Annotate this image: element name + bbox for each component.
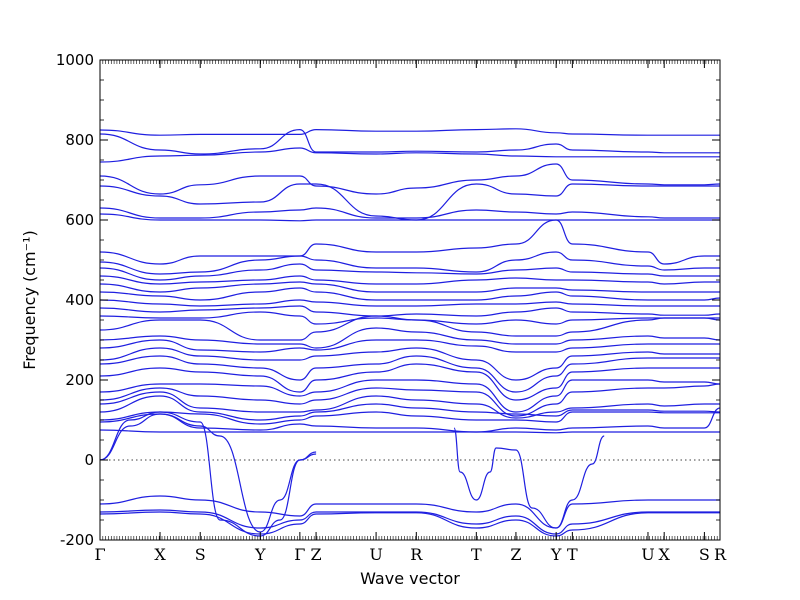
band-line-13 (99, 299, 720, 307)
x-tick-label: Z (510, 545, 521, 564)
band-line-6 (99, 213, 720, 222)
band-line-7 (99, 219, 720, 265)
band-line-8 (99, 251, 720, 275)
band-line-5 (99, 207, 720, 219)
band-line-11 (99, 281, 720, 293)
x-axis-label: Wave vector (360, 569, 460, 588)
y-tick-label: 200 (65, 371, 94, 389)
x-tick-label: X (658, 545, 670, 564)
x-tick-label: T (567, 545, 578, 564)
band-line-3 (99, 163, 721, 195)
x-tick-label: U (369, 545, 382, 564)
band-line-0 (99, 128, 720, 136)
band-line-17 (99, 327, 721, 349)
band-line-34 (99, 511, 720, 537)
x-tick-label: Γ (94, 545, 105, 564)
band-line-19 (99, 347, 720, 381)
band-line-2 (99, 147, 720, 163)
band-line-28 (99, 429, 720, 434)
band-line-24 (99, 391, 720, 419)
band-line-21 (99, 363, 720, 401)
band-line-22 (99, 379, 721, 413)
x-tick-label: S (195, 545, 206, 564)
x-tick-label: Z (311, 545, 322, 564)
x-tick-label: Γ (294, 545, 305, 564)
band-line-32 (99, 495, 720, 529)
x-tick-label: R (410, 545, 423, 564)
band-line-14 (99, 305, 721, 317)
x-tick-label: X (154, 545, 166, 564)
band-line-31 (453, 427, 605, 529)
band-line-18 (99, 339, 720, 353)
band-line-9 (99, 263, 720, 281)
bands (99, 128, 721, 537)
band-line-25 (99, 395, 721, 421)
x-tick-label: Y (254, 545, 266, 564)
band-line-27 (99, 407, 721, 433)
y-tick-label: 1000 (56, 51, 94, 69)
band-line-4 (99, 183, 720, 221)
y-tick-label: 400 (65, 291, 94, 309)
band-line-15 (99, 311, 720, 325)
band-line-12 (99, 287, 721, 301)
band-line-30 (99, 413, 317, 533)
band-line-26 (99, 411, 720, 425)
band-line-16 (99, 315, 721, 341)
band-line-10 (99, 275, 720, 285)
y-tick-label: 600 (65, 211, 94, 229)
band-line-23 (99, 383, 721, 417)
band-line-33 (99, 509, 720, 535)
band-line-20 (99, 355, 720, 393)
y-tick-label: 0 (84, 451, 94, 469)
y-axis-label: Frequency (cm⁻¹) (20, 230, 39, 369)
y-tick-label: 800 (65, 131, 94, 149)
x-tick-label: S (699, 545, 710, 564)
x-tick-label: R (714, 545, 727, 564)
y-tick-label: -200 (60, 531, 94, 549)
x-tick-label: U (641, 545, 654, 564)
band-line-29 (99, 411, 317, 537)
x-tick-label: Y (550, 545, 562, 564)
y-axis-ticks: -200 0 200 400 600 800 1000 (56, 51, 720, 549)
band-line-1 (99, 128, 720, 155)
x-tick-label: T (471, 545, 482, 564)
